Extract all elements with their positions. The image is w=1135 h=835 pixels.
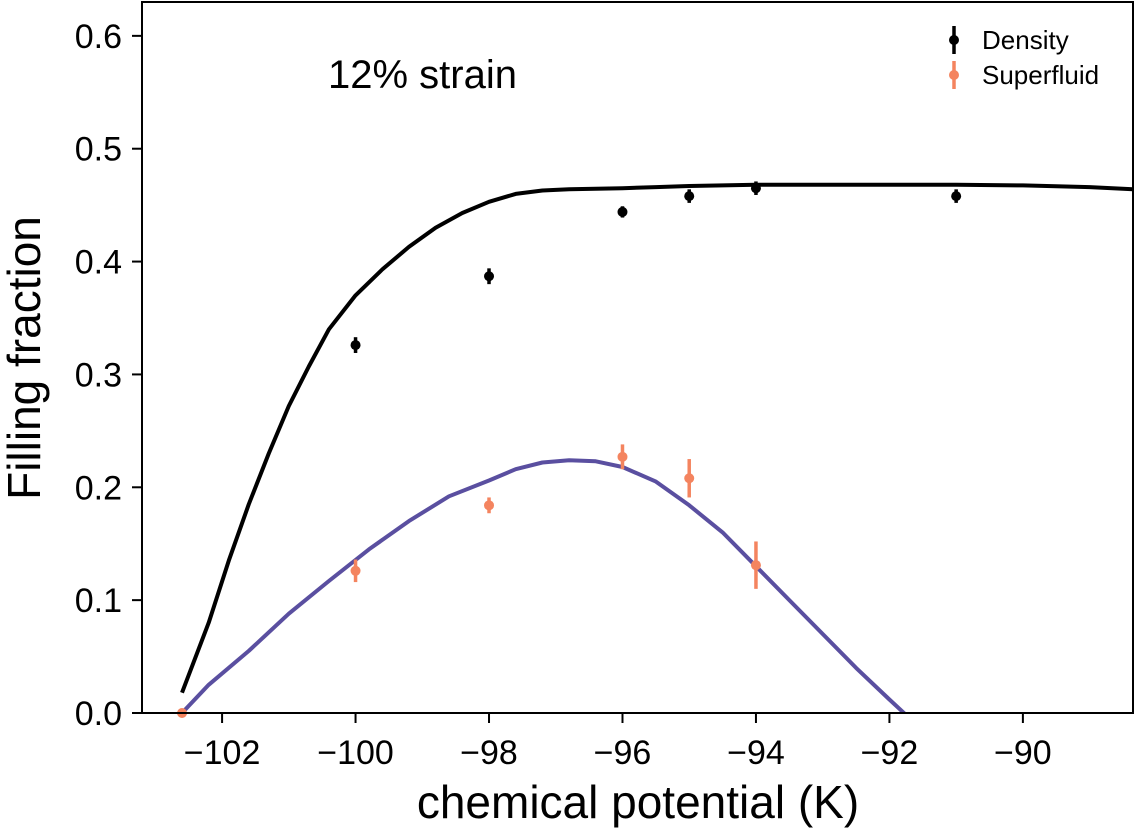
- density-marker: [484, 271, 495, 282]
- x-tick-label: −102: [184, 734, 261, 772]
- density-point: [951, 189, 962, 203]
- legend-swatch-marker: [949, 70, 959, 80]
- density-marker: [350, 340, 361, 351]
- density-point: [484, 268, 495, 285]
- x-tick-label: −98: [460, 734, 518, 772]
- x-tick-label: −100: [317, 734, 394, 772]
- superfluid-marker: [484, 500, 495, 511]
- superfluid-point: [350, 559, 361, 583]
- y-axis-label: Filling fraction: [0, 216, 50, 500]
- legend-label: Superfluid: [982, 60, 1099, 90]
- y-axis-ticks: 0.0 0.1 0.2 0.3 0.4 0.5 0.6: [75, 18, 142, 733]
- y-tick-label: 0.3: [75, 356, 122, 394]
- superfluid-marker: [684, 473, 695, 484]
- density-point: [750, 181, 761, 195]
- density-point: [617, 206, 628, 218]
- data-points: [177, 181, 962, 718]
- y-tick-label: 0.6: [75, 18, 122, 56]
- density-point: [350, 337, 361, 353]
- superfluid-marker: [617, 451, 628, 462]
- y-tick-label: 0.2: [75, 469, 122, 507]
- strain-annotation: 12% strain: [328, 53, 517, 97]
- x-axis-ticks: −102 −100 −98 −96 −94 −92 −90: [184, 713, 1052, 772]
- superfluid-point: [484, 497, 495, 514]
- x-tick-label: −90: [994, 734, 1052, 772]
- legend-label: Density: [982, 25, 1069, 55]
- y-tick-label: 0.0: [75, 695, 122, 733]
- density-marker: [951, 191, 962, 202]
- superfluid-marker: [350, 565, 361, 576]
- superfluid-point: [750, 541, 761, 589]
- density-point: [684, 189, 695, 203]
- fit-curves: [180, 182, 1133, 713]
- legend-item-density: Density: [949, 25, 1069, 55]
- y-tick-label: 0.5: [75, 131, 122, 169]
- superfluid-point: [617, 444, 628, 470]
- density-marker: [750, 183, 761, 194]
- density-marker: [617, 206, 628, 217]
- x-tick-label: −96: [594, 734, 652, 772]
- legend: Density Superfluid: [949, 25, 1099, 90]
- plot-frame: [141, 1, 1134, 714]
- superfluid-marker: [750, 560, 761, 571]
- x-tick-label: −92: [861, 734, 919, 772]
- y-tick-label: 0.1: [75, 582, 122, 620]
- superfluid-point: [684, 459, 695, 498]
- x-axis-label: chemical potential (K): [417, 776, 859, 828]
- fit-curve-2: [180, 458, 907, 713]
- x-tick-label: −94: [727, 734, 785, 772]
- y-tick-label: 0.4: [75, 244, 122, 282]
- fit-curve-1: [180, 182, 1133, 694]
- legend-swatch-marker: [949, 35, 959, 45]
- legend-item-superfluid: Superfluid: [949, 60, 1099, 90]
- density-marker: [684, 191, 695, 202]
